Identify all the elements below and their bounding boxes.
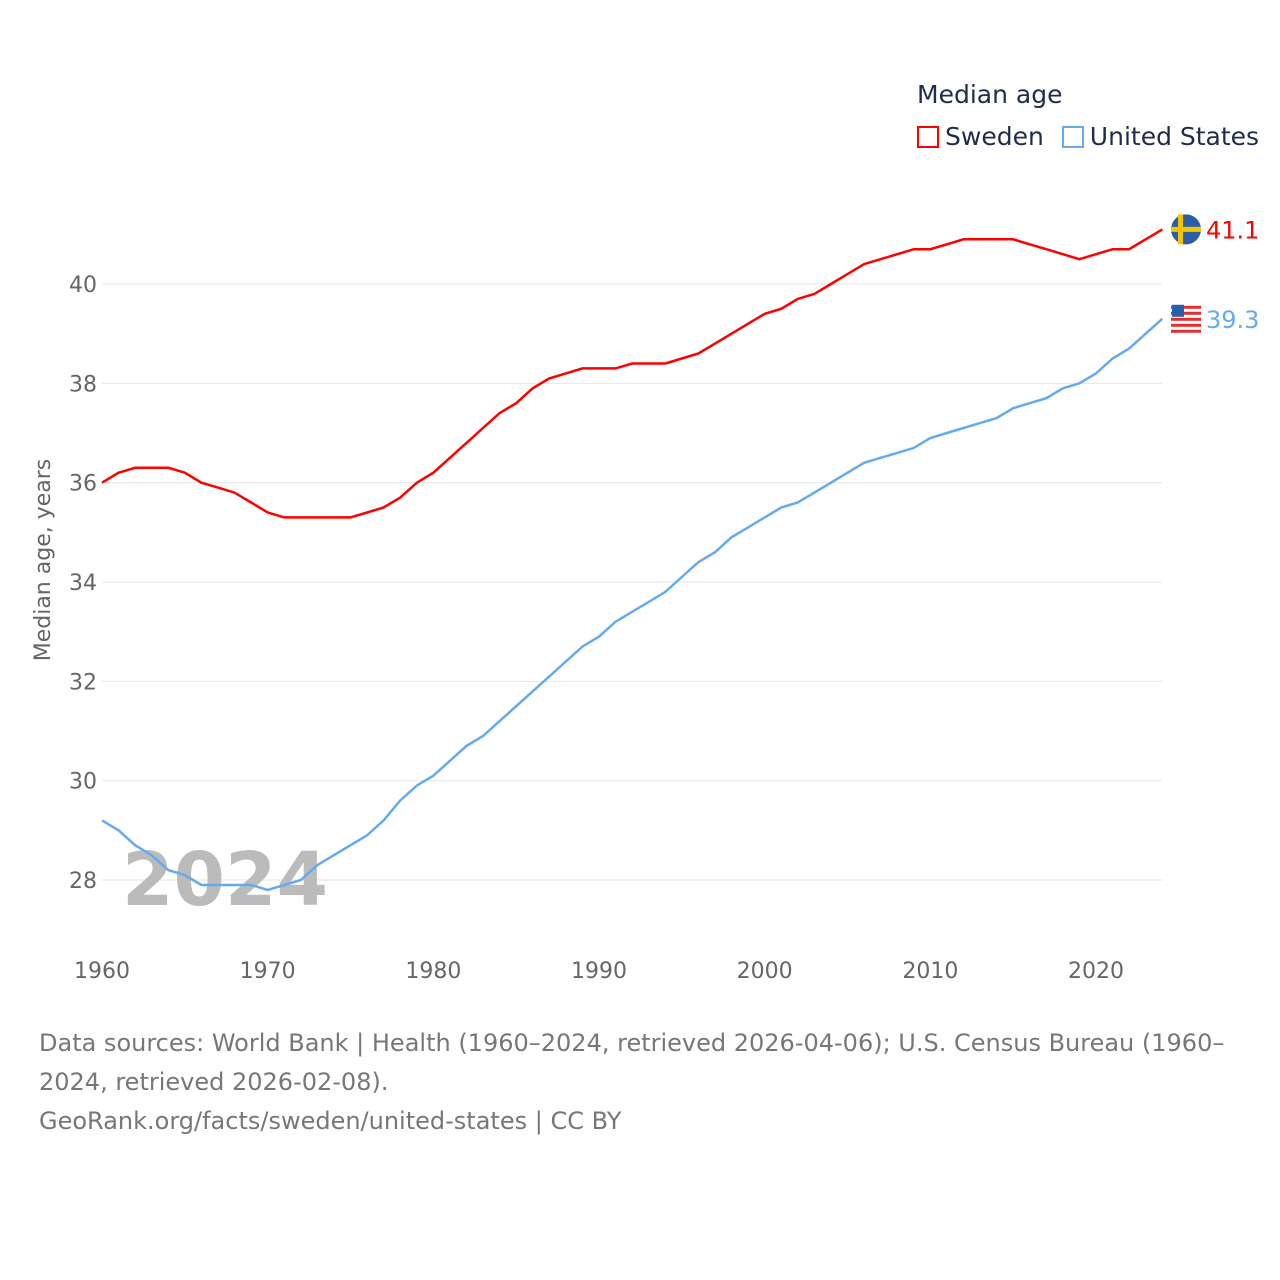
us-flag-canton (1172, 304, 1184, 317)
us-flag-stripe (1171, 305, 1201, 309)
legend-label-united-states[interactable]: United States (1089, 122, 1260, 151)
x-tick-label: 1990 (571, 959, 627, 984)
end-value-label: 39.3 (1206, 306, 1259, 334)
legend-swatch-united-states[interactable] (1061, 125, 1084, 148)
footer: Data sources: World Bank | Health (1960–… (39, 1024, 1249, 1141)
y-tick-label: 40 (69, 273, 97, 298)
data-sources: Data sources: World Bank | Health (1960–… (39, 1029, 1225, 1096)
series-line-sweden (101, 228, 1163, 519)
x-tick-label: 2020 (1068, 959, 1124, 984)
us-flag-stripe (1171, 311, 1201, 315)
y-tick-label: 28 (69, 869, 97, 894)
us-flag-stripe (1171, 317, 1201, 321)
y-tick-label: 38 (69, 372, 97, 397)
y-tick-label: 36 (69, 472, 97, 497)
legend-label-sweden[interactable]: Sweden (945, 122, 1044, 151)
x-tick-label: 1970 (240, 959, 296, 984)
us-flag-stripe (1171, 323, 1201, 327)
sweden-flag-cross (1171, 226, 1201, 232)
legend-title: Median age (917, 80, 1063, 109)
x-tick-label: 1960 (74, 959, 130, 984)
y-axis-label: Median age, years (31, 459, 56, 662)
credit-link[interactable]: GeoRank.org/facts/sweden/united-states |… (39, 1107, 622, 1135)
us-flag-stripe (1171, 329, 1201, 333)
y-tick-label: 34 (69, 571, 97, 596)
x-tick-label: 2000 (737, 959, 793, 984)
x-tick-label: 2010 (902, 959, 958, 984)
series-line-united-states (101, 317, 1164, 892)
y-tick-label: 32 (69, 670, 97, 695)
legend: Sweden United States (917, 122, 1259, 151)
x-tick-label: 1980 (405, 959, 461, 984)
end-value-label: 41.1 (1206, 216, 1259, 244)
legend-swatch-sweden[interactable] (917, 125, 939, 148)
year-label: 2024 (122, 837, 328, 923)
y-tick-label: 30 (69, 770, 97, 795)
